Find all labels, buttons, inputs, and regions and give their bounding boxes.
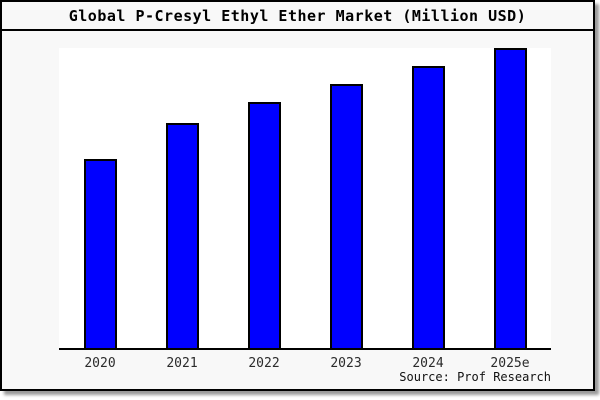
bar-2024 xyxy=(411,66,445,348)
chart-title-bar: Global P-Cresyl Ethyl Ether Market (Mill… xyxy=(2,2,593,31)
bar-2025e xyxy=(493,48,527,348)
plot-area xyxy=(59,48,551,350)
x-tick-2021: 2021 xyxy=(166,356,198,371)
x-tick-2025e: 2025e xyxy=(490,356,530,371)
chart-frame: Global P-Cresyl Ethyl Ether Market (Mill… xyxy=(0,0,595,391)
x-axis-tick-labels: 2020 2021 2022 2023 2024 2025e xyxy=(59,354,551,371)
bar-2023 xyxy=(329,84,363,348)
bar-2020 xyxy=(83,159,117,348)
x-tick-2024: 2024 xyxy=(412,356,444,371)
chart-title: Global P-Cresyl Ethyl Ether Market (Mill… xyxy=(68,6,527,25)
bar-2022 xyxy=(247,102,281,348)
x-tick-2023: 2023 xyxy=(330,356,362,371)
bar-2021 xyxy=(165,123,199,348)
source-attribution: Source: Prof Research xyxy=(399,370,551,384)
x-tick-2022: 2022 xyxy=(248,356,280,371)
x-tick-2020: 2020 xyxy=(84,356,116,371)
